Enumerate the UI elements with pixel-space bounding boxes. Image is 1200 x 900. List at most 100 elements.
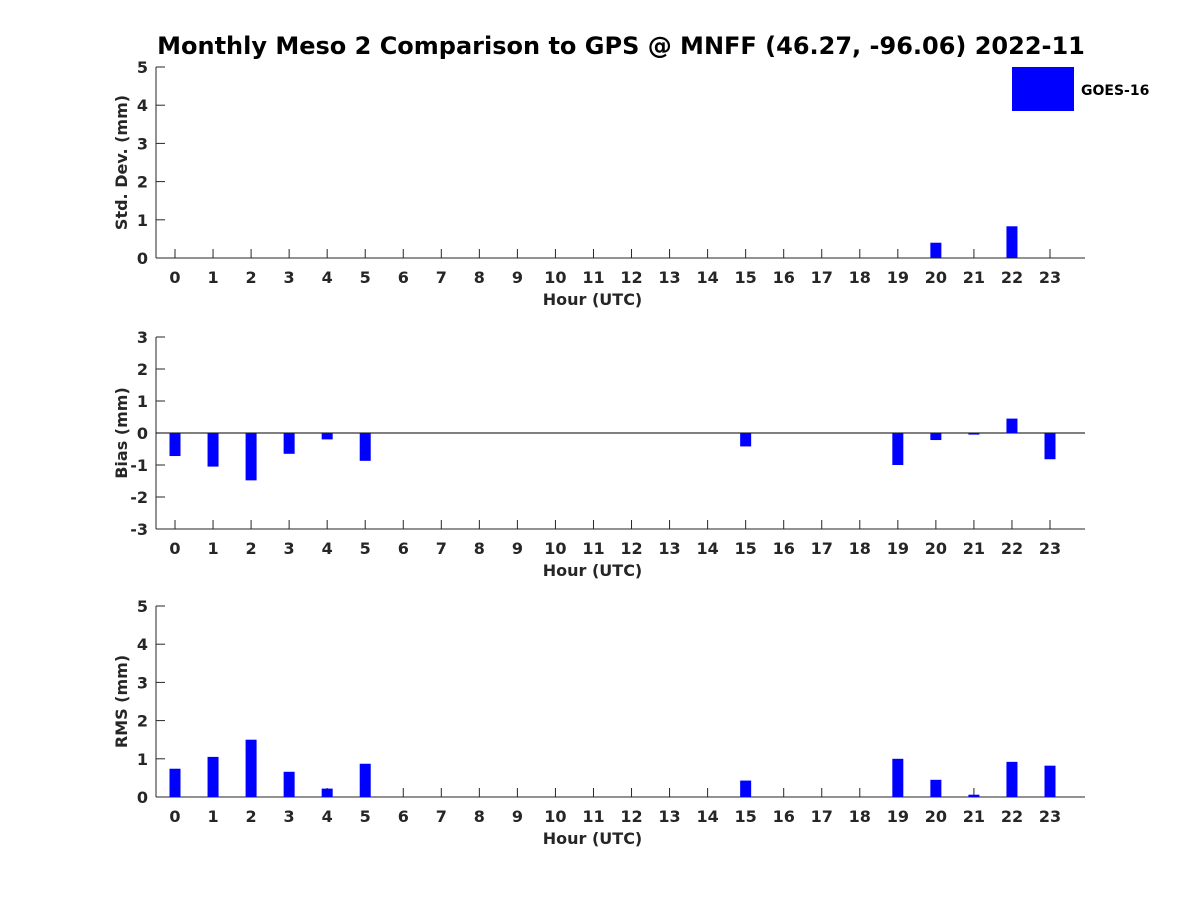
- bar-hour-15: [740, 780, 752, 797]
- x-tick-label: 13: [658, 268, 680, 287]
- bar-hour-22: [1006, 226, 1018, 258]
- x-tick-label: 12: [620, 268, 642, 287]
- y-tick-label: 2: [137, 360, 148, 379]
- x-tick-label: 22: [1001, 268, 1023, 287]
- x-tick-label: 2: [246, 539, 257, 558]
- x-tick-label: 1: [207, 539, 218, 558]
- x-tick-label: 18: [849, 807, 871, 826]
- bar-hour-20: [930, 242, 942, 258]
- x-tick-label: 0: [169, 807, 180, 826]
- y-tick-label: 1: [137, 211, 148, 230]
- x-tick-label: 9: [512, 807, 523, 826]
- x-tick-label: 6: [398, 807, 409, 826]
- bar-hour-23: [1044, 433, 1056, 460]
- x-axis-label: Hour (UTC): [543, 561, 643, 580]
- x-tick-label: 18: [849, 539, 871, 558]
- y-tick-label: -1: [130, 456, 148, 475]
- y-tick-label: -2: [130, 488, 148, 507]
- y-axis-label: Bias (mm): [112, 387, 131, 479]
- x-tick-label: 19: [887, 268, 909, 287]
- y-tick-label: 1: [137, 750, 148, 769]
- x-tick-label: 18: [849, 268, 871, 287]
- x-tick-label: 12: [620, 807, 642, 826]
- x-tick-label: 11: [582, 539, 604, 558]
- y-tick-label: 0: [137, 424, 148, 443]
- bar-hour-2: [245, 433, 257, 481]
- x-tick-label: 21: [963, 268, 985, 287]
- x-tick-label: 20: [925, 268, 947, 287]
- chart-title: Monthly Meso 2 Comparison to GPS @ MNFF …: [157, 32, 1085, 60]
- y-tick-label: 4: [137, 96, 148, 115]
- x-tick-label: 19: [887, 807, 909, 826]
- bar-hour-2: [245, 739, 257, 797]
- x-tick-label: 9: [512, 268, 523, 287]
- y-tick-label: 0: [137, 788, 148, 807]
- x-tick-label: 17: [811, 807, 833, 826]
- x-tick-label: 6: [398, 539, 409, 558]
- x-tick-label: 11: [582, 268, 604, 287]
- y-tick-label: -3: [130, 520, 148, 539]
- y-tick-label: 1: [137, 392, 148, 411]
- bar-hour-4: [321, 788, 333, 797]
- bar-hour-0: [169, 433, 181, 457]
- x-tick-label: 10: [544, 807, 566, 826]
- x-axis-label: Hour (UTC): [543, 290, 643, 309]
- x-tick-label: 13: [658, 807, 680, 826]
- bar-hour-21: [968, 433, 980, 435]
- x-tick-label: 4: [322, 539, 333, 558]
- x-tick-label: 7: [436, 539, 447, 558]
- x-tick-label: 3: [284, 268, 295, 287]
- x-tick-label: 10: [544, 268, 566, 287]
- bar-hour-20: [930, 779, 942, 797]
- bar-hour-5: [359, 763, 371, 797]
- x-tick-label: 19: [887, 539, 909, 558]
- x-tick-label: 15: [735, 807, 757, 826]
- bar-hour-22: [1006, 418, 1018, 433]
- bar-hour-19: [892, 433, 904, 465]
- y-tick-label: 2: [137, 712, 148, 731]
- legend-label: GOES-16: [1081, 83, 1149, 99]
- x-tick-label: 14: [696, 539, 718, 558]
- x-tick-label: 22: [1001, 539, 1023, 558]
- x-tick-label: 0: [169, 539, 180, 558]
- x-tick-label: 9: [512, 539, 523, 558]
- x-tick-label: 21: [963, 807, 985, 826]
- x-tick-label: 11: [582, 807, 604, 826]
- x-tick-label: 17: [811, 268, 833, 287]
- bar-hour-19: [892, 758, 904, 797]
- legend-swatch: [1012, 67, 1074, 111]
- x-tick-label: 23: [1039, 807, 1061, 826]
- y-tick-label: 2: [137, 173, 148, 192]
- bar-hour-1: [207, 433, 219, 467]
- bar-hour-4: [321, 433, 333, 440]
- x-tick-label: 16: [773, 268, 795, 287]
- y-axis-label: RMS (mm): [112, 655, 131, 748]
- bar-hour-23: [1044, 765, 1056, 797]
- x-tick-label: 1: [207, 807, 218, 826]
- x-tick-label: 23: [1039, 268, 1061, 287]
- bar-hour-15: [740, 433, 752, 447]
- x-tick-label: 3: [284, 807, 295, 826]
- y-tick-label: 5: [137, 597, 148, 616]
- x-tick-label: 23: [1039, 539, 1061, 558]
- x-tick-label: 2: [246, 268, 257, 287]
- x-tick-label: 5: [360, 807, 371, 826]
- x-tick-label: 8: [474, 268, 485, 287]
- x-tick-label: 16: [773, 539, 795, 558]
- x-tick-label: 5: [360, 268, 371, 287]
- bar-hour-1: [207, 756, 219, 797]
- y-tick-label: 5: [137, 58, 148, 77]
- y-tick-label: 3: [137, 328, 148, 347]
- bar-hour-21: [968, 794, 980, 797]
- x-tick-label: 2: [246, 807, 257, 826]
- y-tick-label: 4: [137, 635, 148, 654]
- bar-hour-5: [359, 433, 371, 461]
- x-tick-label: 22: [1001, 807, 1023, 826]
- x-tick-label: 4: [322, 268, 333, 287]
- x-tick-label: 8: [474, 807, 485, 826]
- x-tick-label: 21: [963, 539, 985, 558]
- x-tick-label: 1: [207, 268, 218, 287]
